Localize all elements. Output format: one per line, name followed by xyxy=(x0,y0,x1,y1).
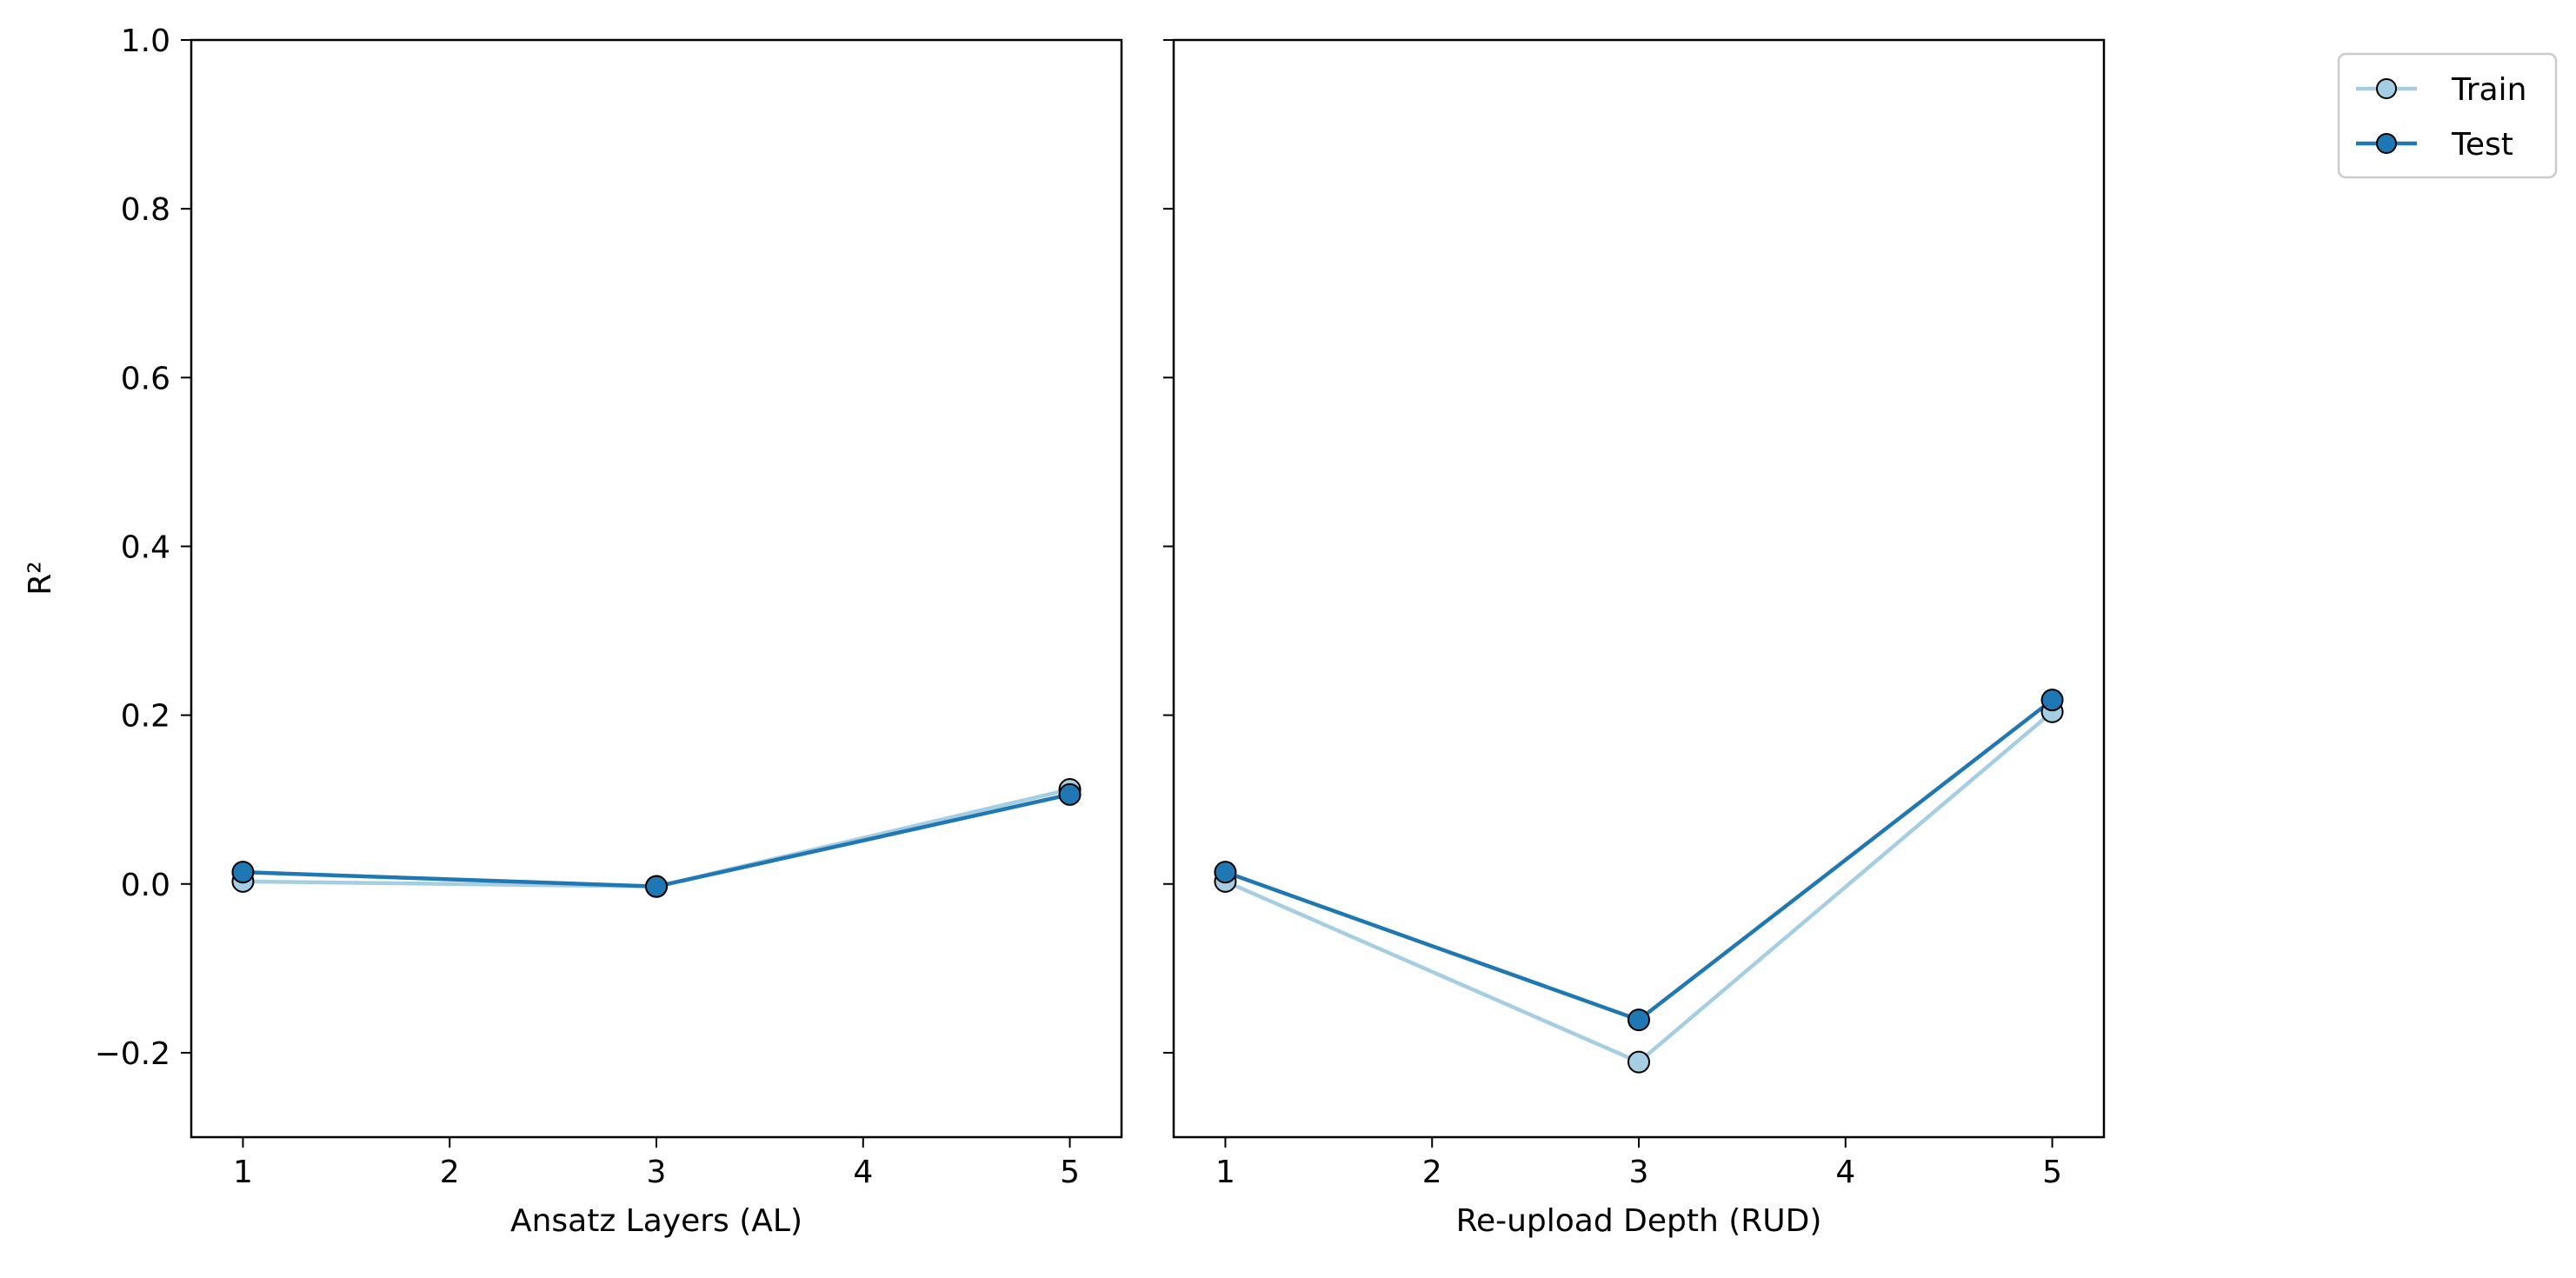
panel-ansatz-layers: 1 2 3 4 5 −0.2 0.0 0.2 0.4 0.6 0.8 1.0 Ansatz Layers… xyxy=(95,23,1123,1239)
y-tick-label: 0.6 xyxy=(121,361,170,396)
x-tick-label: 2 xyxy=(1422,1155,1442,1190)
x-axis-label: Ansatz Layers (AL) xyxy=(510,1203,802,1239)
x-tick-label: 3 xyxy=(647,1155,667,1190)
data-point-test xyxy=(645,875,668,898)
data-point-train xyxy=(1627,1050,1650,1074)
x-tick-label: 4 xyxy=(853,1155,873,1190)
y-tick-label: 0.4 xyxy=(121,529,170,565)
data-point-test xyxy=(1058,782,1082,806)
plot-frame xyxy=(1172,38,2106,1139)
legend-test-label: Test xyxy=(2451,127,2513,163)
x-tick-label: 5 xyxy=(1060,1155,1080,1190)
y-tick-label: 0.8 xyxy=(121,192,170,228)
x-tick-label: 4 xyxy=(1835,1155,1855,1190)
legend: Train Test xyxy=(2337,52,2558,179)
y-tick-label: 0.2 xyxy=(121,699,170,735)
x-tick-label: 2 xyxy=(440,1155,460,1190)
legend-train-label: Train xyxy=(2451,72,2526,108)
y-tick-label: 1.0 xyxy=(121,23,170,59)
data-point-test xyxy=(1627,1008,1650,1032)
y-tick-label: 0.0 xyxy=(121,868,170,903)
y-axis-label: R² xyxy=(23,561,58,595)
x-tick-label: 1 xyxy=(1215,1155,1235,1190)
data-point-test xyxy=(1214,861,1237,884)
plot-frame xyxy=(190,38,1123,1139)
x-axis-label: Re-upload Depth (RUD) xyxy=(1456,1203,1822,1239)
legend-test-marker xyxy=(2376,133,2397,154)
data-point-test xyxy=(231,861,255,884)
x-tick-label: 1 xyxy=(233,1155,253,1190)
legend-train-marker xyxy=(2376,78,2397,99)
x-tick-label: 5 xyxy=(2042,1155,2062,1190)
data-point-test xyxy=(2040,689,2064,712)
y-tick-label: −0.2 xyxy=(95,1036,170,1072)
panel-reupload-depth: 1 2 3 4 5 Re-upload Depth (RUD) xyxy=(1163,38,2106,1239)
x-tick-label: 3 xyxy=(1629,1155,1649,1190)
